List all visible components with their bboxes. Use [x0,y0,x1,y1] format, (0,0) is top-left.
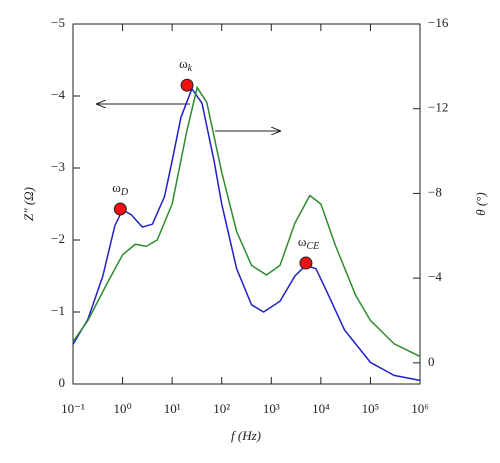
y2-axis-label: θ (°) [473,192,488,216]
plot-frame [72,23,421,385]
x-tick-label: 10⁵ [362,401,380,416]
x-tick-label: 10⁶ [411,401,429,416]
y-tick-label: −1 [51,303,65,318]
marker-label-subscript: D [120,187,129,198]
marker-label-symbol: ω [112,180,121,195]
x-axis-label: f (Hz) [231,428,261,443]
y-tick-label: 0 [59,375,66,390]
y-axis-label: Z″ (Ω) [21,187,36,221]
y2-tick-label: −8 [428,184,442,199]
y-tick-label: −4 [51,87,65,102]
marker-label-symbol: ω [298,234,307,249]
marker-label: ωD [112,180,129,198]
y2-tick-label: −16 [428,15,449,30]
line-series [72,85,421,358]
marker-point [113,202,127,216]
line-series [72,87,421,382]
x-tick-label: 10³ [263,401,280,416]
x-tick-label: 10¹ [164,401,181,416]
marker-label-symbol: ω [179,56,188,71]
marker-label-subscript: k [188,63,193,74]
y-tick-label: −2 [51,231,65,246]
marker-label: ωCE [298,234,319,252]
marker-point [299,256,313,270]
x-tick-label: 10⁴ [312,401,330,416]
marker-point [180,78,194,92]
y2-tick-label: −4 [428,269,442,284]
y-tick-label: −5 [51,15,65,30]
x-tick-label: 10⁰ [113,401,131,416]
marker-label-subscript: CE [306,241,319,252]
y-tick-label: −3 [51,159,65,174]
x-tick-label: 10⁻¹ [61,401,85,416]
y2-tick-label: 0 [428,354,435,369]
x-tick-label: 10² [213,401,230,416]
y2-tick-label: −12 [428,100,448,115]
marker-label: ωk [179,56,193,74]
